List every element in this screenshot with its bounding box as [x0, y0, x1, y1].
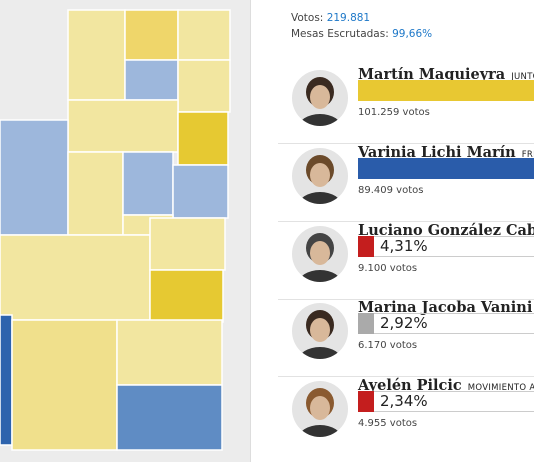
divider [250, 0, 251, 462]
avatar [292, 148, 348, 204]
votes: 9.100 votos [358, 263, 418, 274]
tables-label: Mesas Escrutadas: [291, 28, 389, 40]
name-text: Martín Maquieyra [358, 66, 506, 83]
separator [278, 221, 534, 222]
avatar [292, 226, 348, 282]
candidate-row: Luciano González Cabi 4,31% 9.100 votos [278, 222, 534, 300]
votes-label: Votos: [291, 12, 324, 24]
candidate-name: Varinia Lichi Marín FRE [358, 144, 534, 161]
party: MOVIMIENTO A [467, 383, 534, 393]
candidate-row: Varinia Lichi Marín FRE 89.409 votos [278, 144, 534, 222]
candidate-name: Marina Jacoba VaniniS [358, 299, 534, 316]
avatar [292, 70, 348, 126]
candidate-name: Martín Maquieyra JUNTO [358, 66, 534, 83]
avatar [292, 303, 348, 359]
votes: 6.170 votos [358, 340, 418, 351]
map [0, 0, 250, 462]
candidate-row: Marina Jacoba VaniniS2,92% 6.170 votos [278, 299, 534, 377]
candidate-row: Martín Maquieyra JUNTO 101.259 votos [278, 66, 534, 144]
vote-bar [358, 158, 534, 179]
party: FRE [521, 150, 534, 160]
party: JUNTO [511, 72, 534, 82]
summary: Votos: 219.881 Mesas Escrutadas: 99,66% [291, 10, 432, 42]
percent: 4,31% [380, 237, 428, 255]
vote-bar [358, 80, 534, 101]
name-text: Luciano González Cabi [358, 222, 534, 239]
votes: 101.259 votos [358, 107, 430, 118]
tables-pct: 99,66% [392, 28, 433, 40]
percent: 2,92% [380, 314, 428, 332]
name-text: Ayelén Pilcic [358, 377, 462, 394]
vote-bar [358, 236, 374, 257]
vote-bar [358, 313, 374, 334]
candidate-row: Ayelén Pilcic MOVIMIENTO A 2,34% 4.955 voto… [278, 377, 534, 455]
votes: 89.409 votos [358, 185, 424, 196]
name-text: Varinia Lichi Marín [358, 144, 516, 161]
candidate-name: Luciano González Cabi [358, 222, 534, 239]
separator [278, 143, 534, 144]
avatar [292, 381, 348, 437]
vote-bar [358, 391, 374, 412]
votes: 4.955 votos [358, 418, 418, 429]
separator [278, 376, 534, 377]
votes-total: 219.881 [326, 12, 371, 24]
percent: 2,34% [380, 392, 428, 410]
separator [278, 299, 534, 300]
name-text: Marina Jacoba Vanini [358, 299, 533, 316]
candidate-name: Ayelén Pilcic MOVIMIENTO A [358, 377, 534, 394]
